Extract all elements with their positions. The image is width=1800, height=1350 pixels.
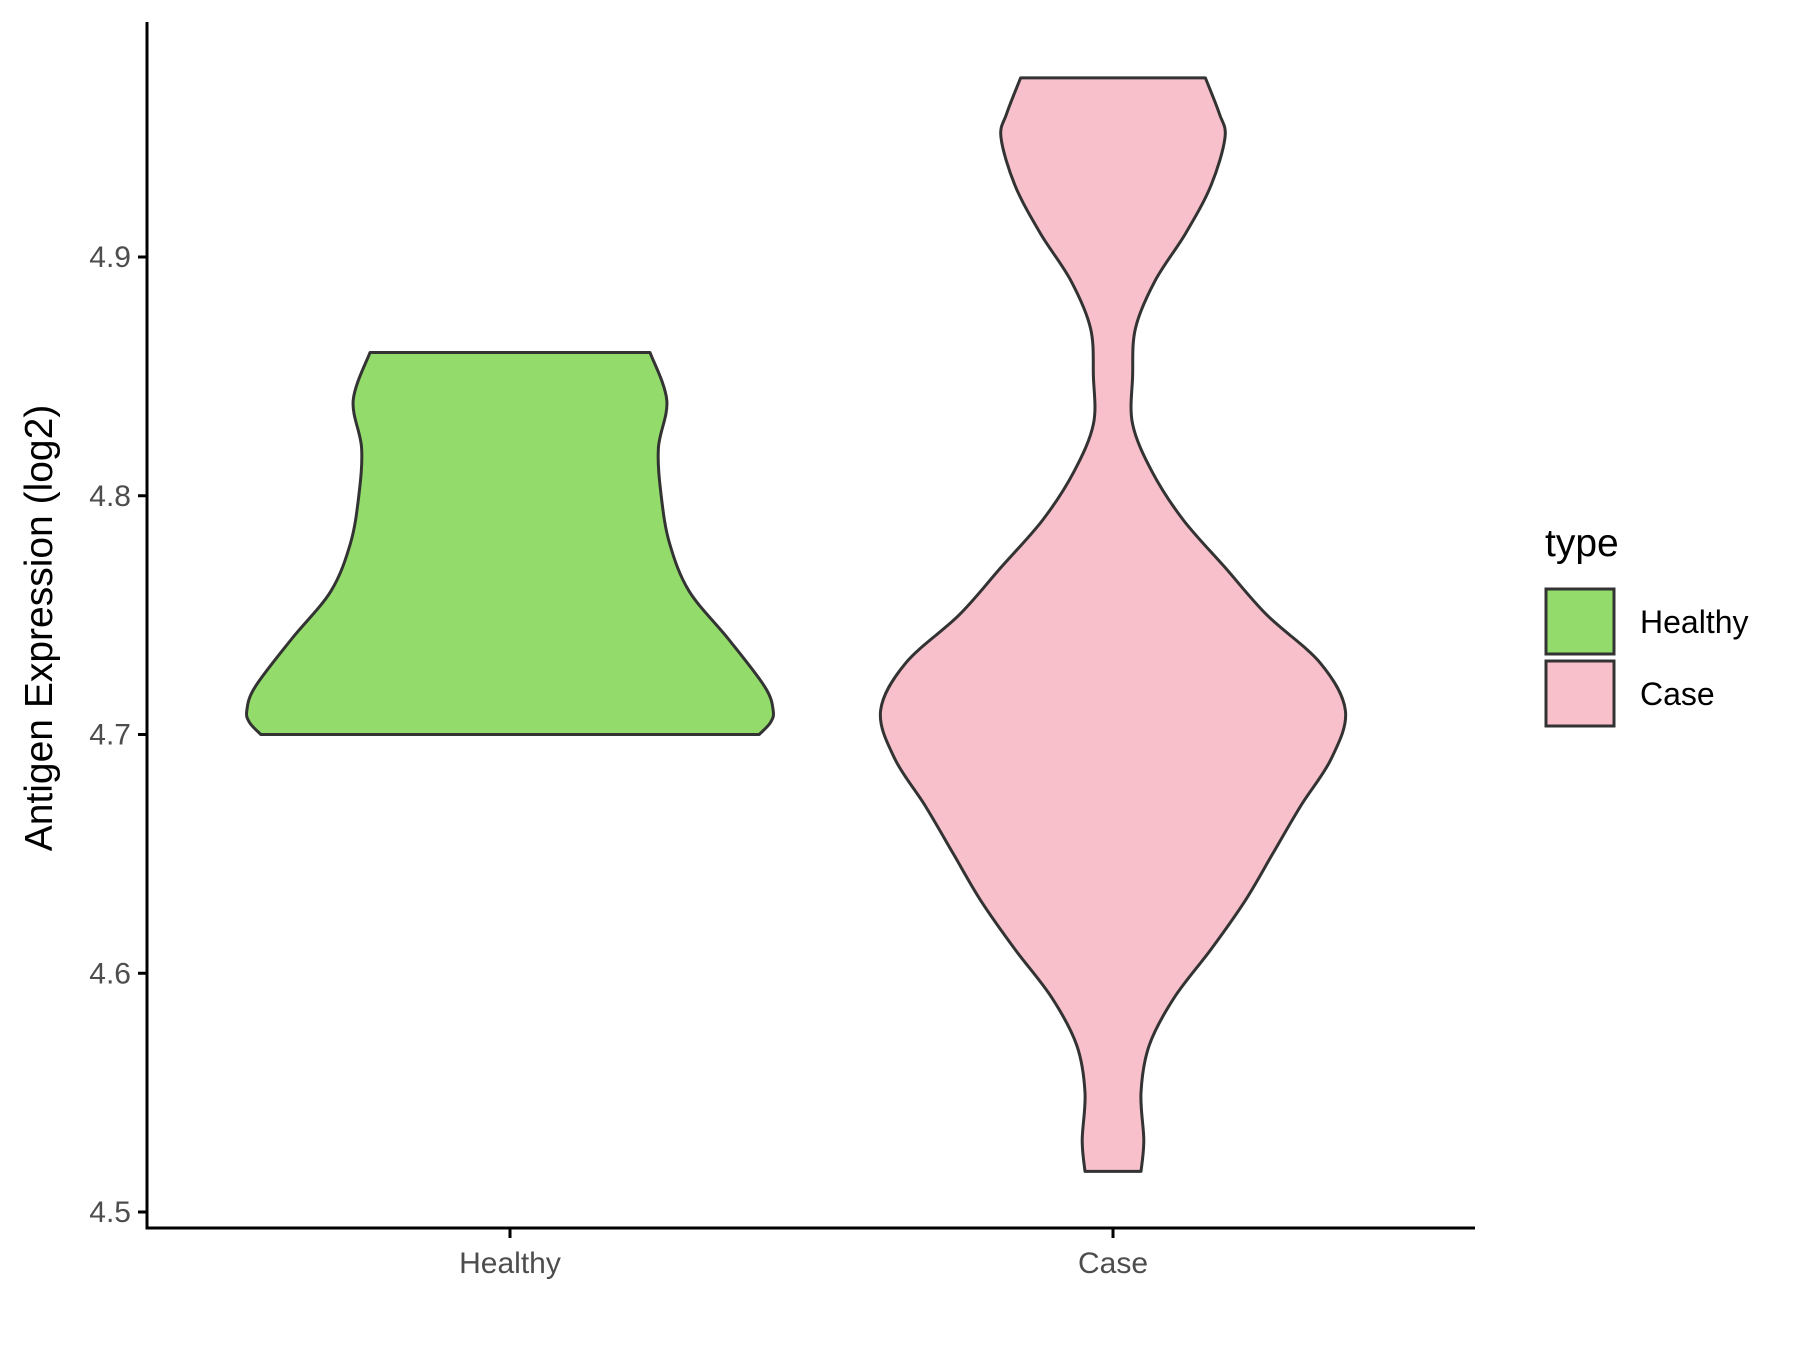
y-axis-title: Antigen Expression (log2) — [18, 405, 61, 852]
legend: type Healthy Case — [1544, 522, 1749, 728]
legend-swatch-healthy — [1544, 587, 1616, 656]
y-tick-label: 4.8 — [89, 480, 131, 513]
x-tick-label: Case — [1078, 1247, 1148, 1280]
legend-title: type — [1545, 522, 1619, 565]
violin-case — [878, 76, 1348, 1173]
y-tick-label: 4.7 — [89, 719, 131, 752]
x-ticks: Healthy Case — [459, 1228, 1148, 1280]
legend-swatch-case — [1544, 659, 1616, 728]
y-tick-label: 4.6 — [89, 957, 131, 990]
legend-label-healthy: Healthy — [1640, 604, 1749, 640]
y-tick-label: 4.9 — [89, 241, 131, 274]
legend-entries: Healthy Case — [1544, 587, 1749, 728]
violin-layer — [245, 76, 1348, 1173]
axes: 4.5 4.6 4.7 4.8 4.9 Healthy Case — [89, 22, 1475, 1280]
y-ticks: 4.5 4.6 4.7 4.8 4.9 — [89, 241, 147, 1229]
violin-healthy — [245, 351, 775, 736]
y-tick-label: 4.5 — [89, 1196, 131, 1229]
legend-label-case: Case — [1640, 676, 1715, 712]
x-tick-label: Healthy — [459, 1247, 561, 1280]
